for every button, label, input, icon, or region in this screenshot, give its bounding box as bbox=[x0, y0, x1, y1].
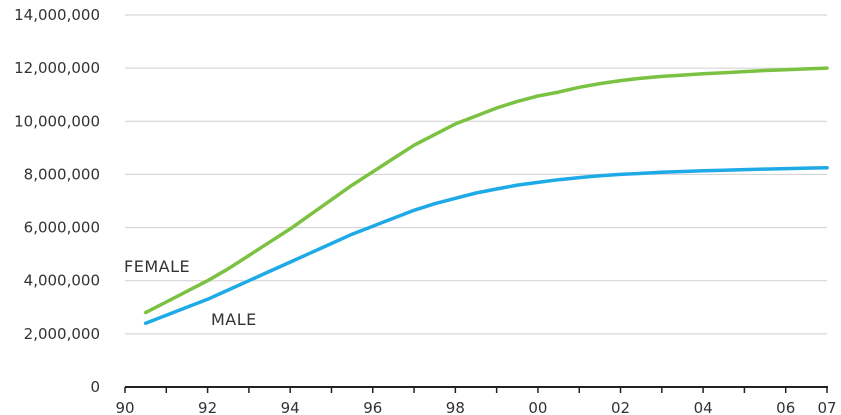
series-lines bbox=[143, 66, 829, 325]
series-line-male bbox=[143, 166, 829, 325]
y-tick-label: 12,000,000 bbox=[14, 59, 100, 77]
y-tick-label: 10,000,000 bbox=[14, 112, 100, 130]
x-tick-label: 96 bbox=[363, 399, 382, 415]
y-tick-label: 2,000,000 bbox=[24, 325, 100, 343]
series-label-female: FEMALE bbox=[124, 257, 190, 276]
x-axis bbox=[124, 386, 828, 393]
x-tick-label: 04 bbox=[694, 399, 713, 415]
x-tick-label: 06 bbox=[776, 399, 795, 415]
y-tick-label: 14,000,000 bbox=[14, 6, 100, 24]
series-label-male: MALE bbox=[211, 310, 257, 329]
x-tick-label: 94 bbox=[281, 399, 300, 415]
x-tick-label: 07 bbox=[817, 399, 836, 415]
y-tick-label: 8,000,000 bbox=[24, 165, 100, 183]
grid-lines bbox=[125, 14, 827, 335]
y-axis-tick-labels: 0 2,000,000 4,000,000 6,000,000 8,000,000 10,… bbox=[14, 6, 100, 396]
y-tick-label: 6,000,000 bbox=[24, 219, 100, 237]
x-axis-tick-labels: 90 92 94 96 98 00 02 04 06 07 bbox=[115, 399, 836, 415]
x-tick-label: 02 bbox=[611, 399, 630, 415]
x-tick-label: 98 bbox=[446, 399, 465, 415]
y-tick-label: 4,000,000 bbox=[24, 272, 100, 290]
series-line-female bbox=[143, 66, 829, 315]
y-tick-label: 0 bbox=[90, 378, 100, 396]
x-tick-label: 92 bbox=[198, 399, 217, 415]
x-tick-label: 90 bbox=[115, 399, 134, 415]
x-tick-label: 00 bbox=[528, 399, 547, 415]
